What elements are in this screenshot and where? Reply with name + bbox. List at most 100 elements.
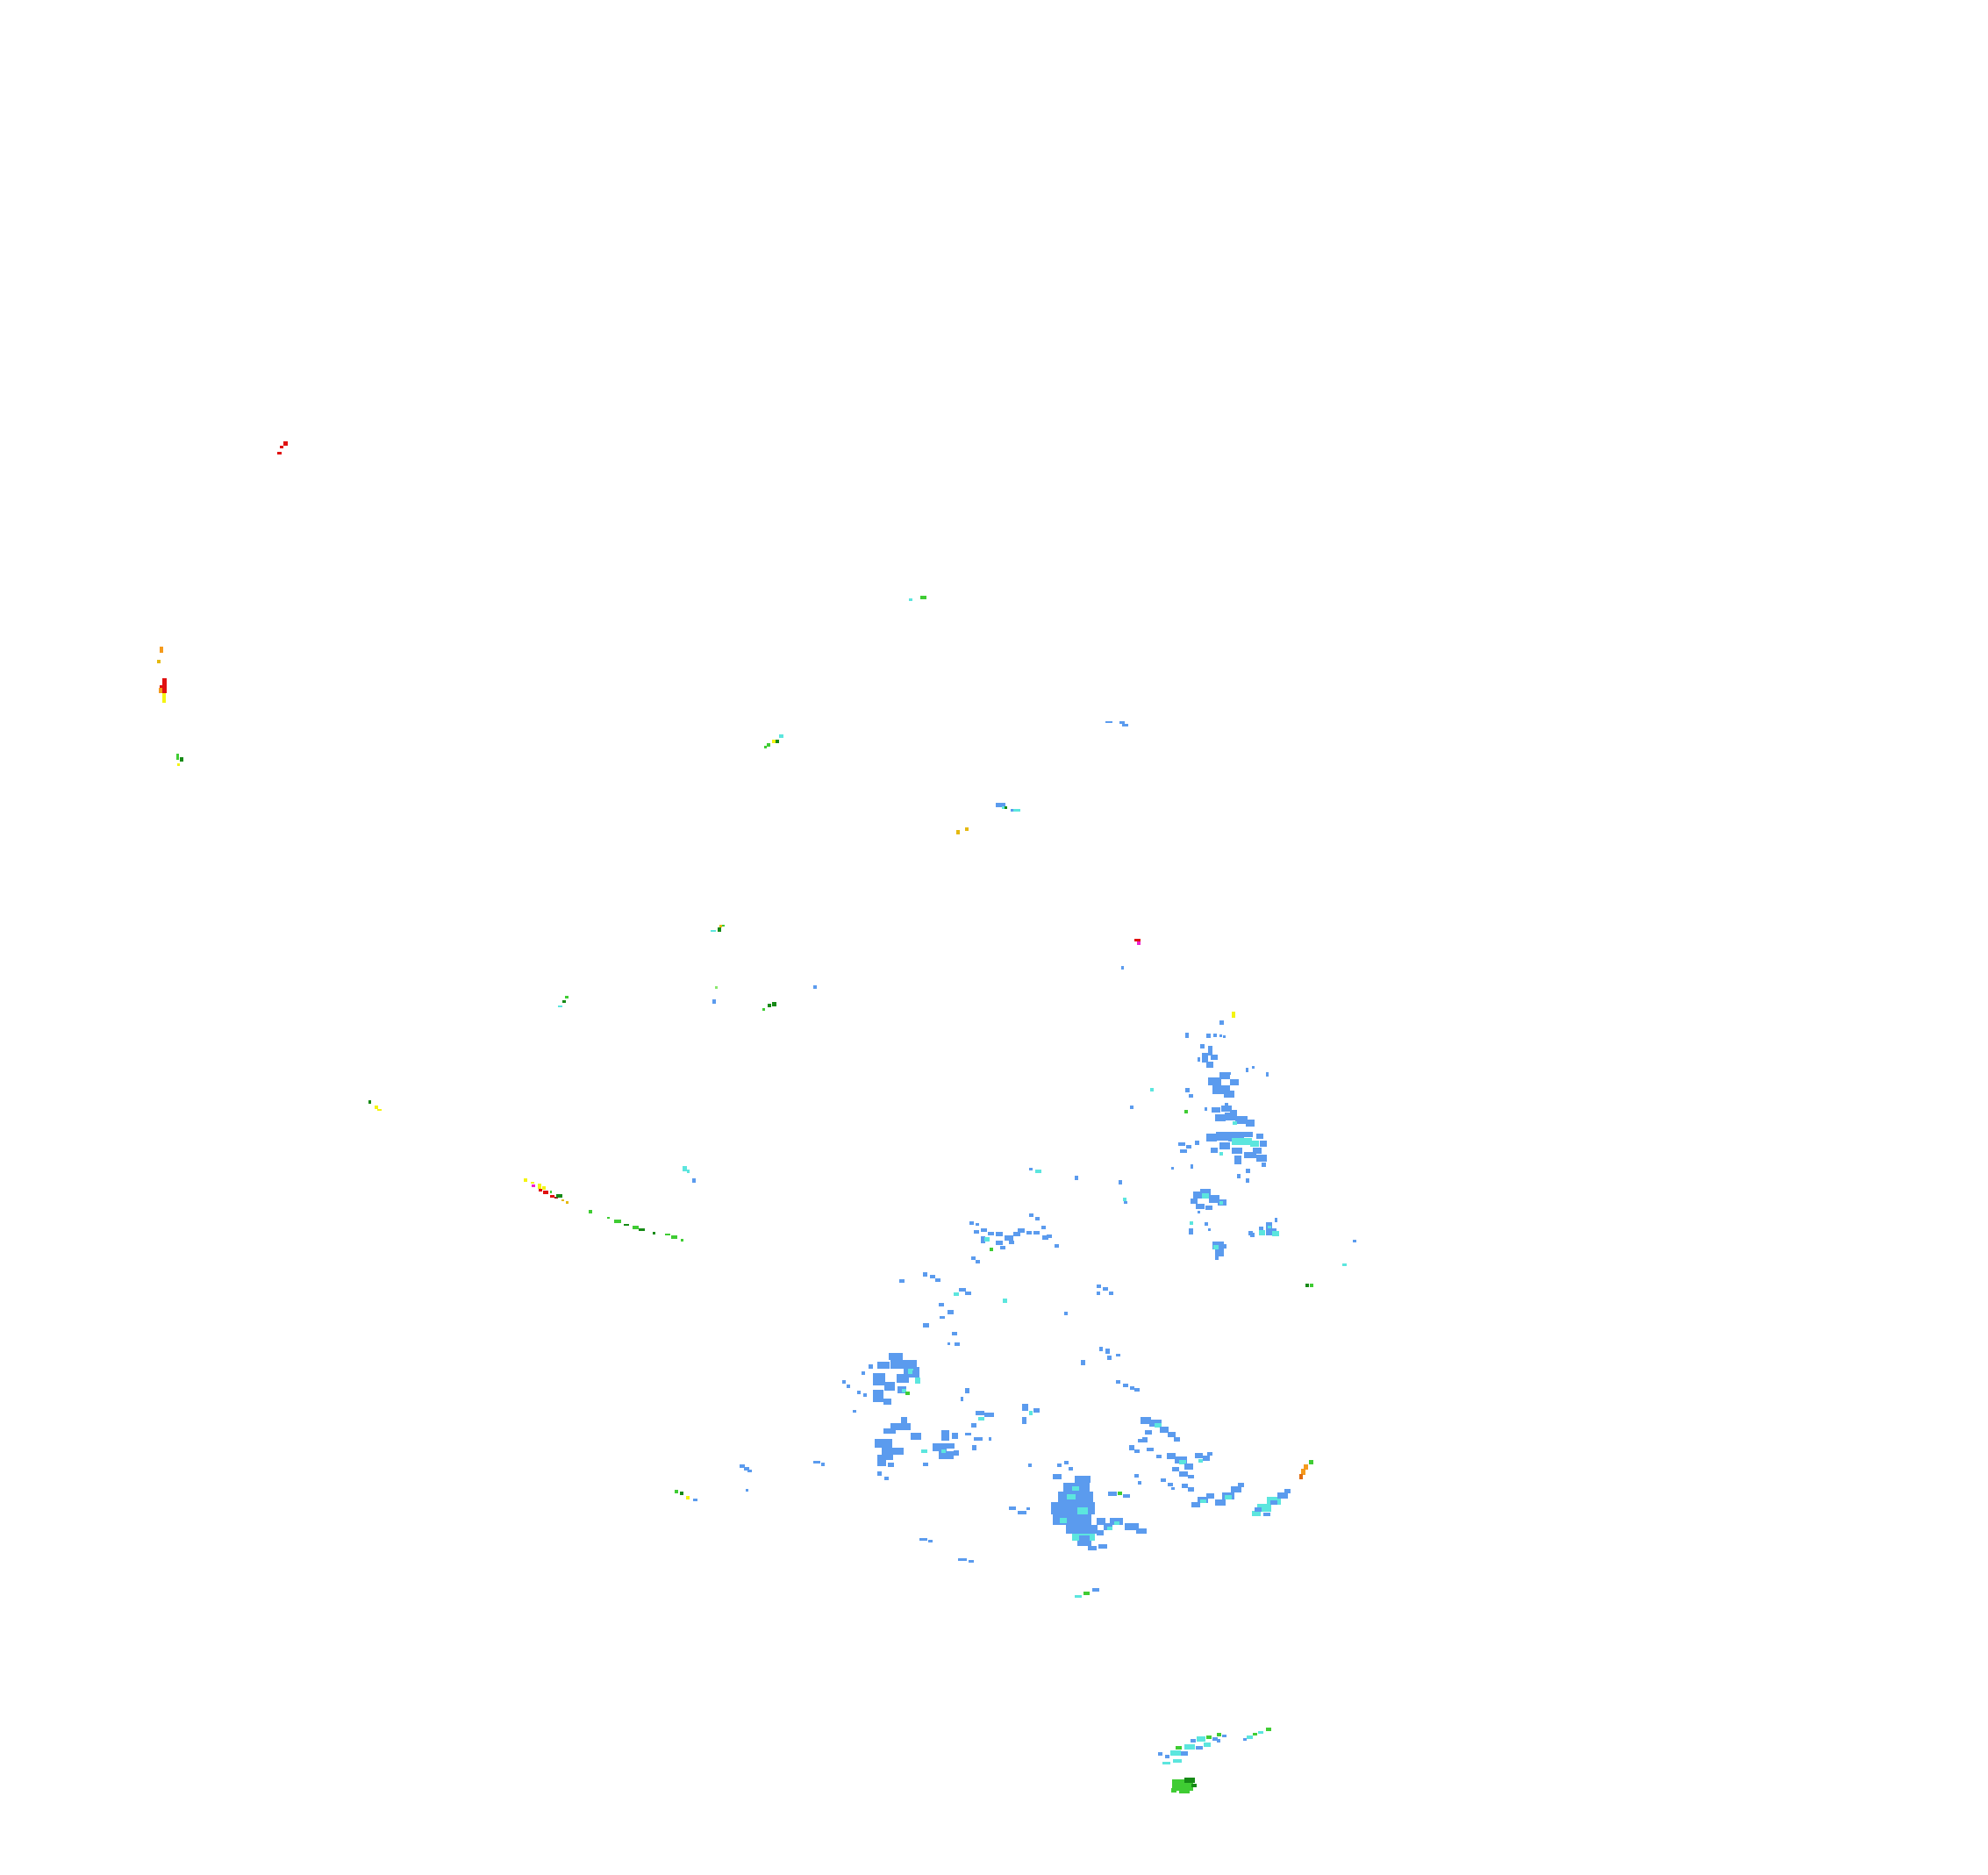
radar-echo-cell: [768, 1004, 771, 1007]
radar-echo-cell: [1092, 1588, 1099, 1592]
radar-echo-cell: [952, 1332, 957, 1335]
radar-echo-cell: [1235, 1116, 1248, 1124]
radar-echo-cell: [1011, 809, 1013, 812]
radar-echo-cell: [1272, 1231, 1279, 1236]
radar-echo-cell: [884, 1382, 895, 1391]
radar-echo-cell: [681, 1239, 683, 1242]
radar-echo-cell: [1134, 1474, 1139, 1478]
radar-echo-cell: [1179, 1460, 1186, 1464]
radar-echo-cell: [1228, 1072, 1231, 1075]
radar-echo-cell: [1256, 1155, 1267, 1162]
radar-echo-cell: [1186, 1145, 1191, 1149]
radar-echo-cell: [1206, 1134, 1217, 1141]
radar-echo-cell: [1222, 1492, 1234, 1499]
radar-echo-cell: [1053, 1514, 1091, 1525]
radar-echo-cell: [1097, 1518, 1105, 1525]
radar-echo-cell: [1099, 1347, 1103, 1351]
radar-echo-cell: [941, 1430, 949, 1441]
radar-echo-cell: [889, 1353, 903, 1360]
radar-echo-cell: [550, 1191, 552, 1193]
radar-echo-cell: [1212, 1107, 1220, 1113]
radar-echo-cell: [1088, 1546, 1097, 1550]
radar-echo-cell: [1266, 1072, 1269, 1077]
radar-echo-cell: [1116, 1354, 1120, 1356]
radar-echo-cell: [935, 1278, 940, 1282]
radar-echo-cell: [1198, 1459, 1203, 1463]
radar-echo-cell: [1142, 1437, 1148, 1442]
radar-echo-cell: [1299, 1474, 1303, 1479]
radar-echo-cell: [1029, 1168, 1033, 1170]
radar-echo-cell: [1195, 1141, 1199, 1145]
radar-echo-cell: [1184, 1778, 1195, 1783]
radar-echo-cell: [1205, 1107, 1207, 1111]
radar-echo-cell: [1114, 1521, 1119, 1525]
radar-echo-cell: [1134, 1388, 1140, 1392]
radar-echo-cell: [157, 660, 161, 663]
radar-echo-cell: [1104, 1523, 1112, 1530]
radar-echo-cell: [1232, 1148, 1242, 1154]
radar-echo-cell: [1208, 1046, 1212, 1056]
radar-echo-cell: [539, 1189, 542, 1192]
radar-echo-cell: [954, 1450, 959, 1456]
radar-echo-cell: [1168, 1432, 1176, 1437]
radar-echo-cell: [1250, 1141, 1259, 1147]
radar-echo-cell: [1233, 1121, 1237, 1125]
radar-echo-cell: [683, 1166, 687, 1171]
radar-echo-cell: [1200, 1189, 1211, 1197]
radar-echo-cell: [1196, 1746, 1203, 1750]
radar-echo-cell: [863, 1393, 867, 1397]
radar-echo-cell: [1203, 1456, 1210, 1461]
radar-echo-cell: [958, 1558, 967, 1561]
radar-echo-cell: [1107, 1356, 1112, 1360]
radar-echo-cell: [1230, 1079, 1239, 1085]
radar-echo-cell: [1109, 1292, 1113, 1295]
radar-echo-cell: [1083, 1592, 1090, 1595]
radar-echo-cell: [665, 1234, 670, 1235]
radar-echo-cell: [1171, 1167, 1174, 1170]
radar-echo-cell: [1181, 1751, 1188, 1756]
radar-echo-cell: [1284, 1489, 1291, 1493]
radar-echo-cell: [1171, 1487, 1175, 1490]
radar-echo-cell: [989, 1437, 991, 1441]
radar-echo-cell: [1055, 1244, 1059, 1248]
radar-echo-cell: [923, 1463, 928, 1466]
radar-echo-cell: [1105, 721, 1112, 723]
radar-echo-cell: [1204, 1743, 1211, 1747]
radar-echo-cell: [1211, 1055, 1218, 1060]
radar-echo-cell: [1259, 1227, 1263, 1233]
radar-echo-cell: [981, 1228, 987, 1232]
radar-echo-cell: [923, 1323, 929, 1328]
radar-echo-cell: [1125, 1523, 1139, 1530]
radar-echo-cell: [908, 1369, 913, 1374]
radar-echo-cell: [1215, 1114, 1226, 1121]
radar-echo-cell: [920, 596, 926, 599]
radar-echo-cell: [1141, 1417, 1151, 1424]
radar-echo-cell: [847, 1385, 850, 1388]
radar-echo-cell: [746, 1489, 748, 1492]
radar-echo-cell: [904, 1367, 919, 1378]
radar-echo-cell: [1108, 1492, 1117, 1496]
radar-echo-cell: [882, 1448, 904, 1455]
radar-echo-cell: [1167, 1453, 1176, 1459]
radar-echo-cell: [1022, 1417, 1026, 1424]
radar-echo-cell: [1145, 1430, 1152, 1435]
radar-echo-cell: [965, 1433, 971, 1435]
radar-echo-cell: [1268, 1226, 1271, 1229]
radar-echo-cell: [939, 1451, 954, 1459]
radar-echo-cell: [1246, 1120, 1255, 1127]
radar-echo-cell: [614, 1220, 621, 1223]
radar-echo-cell: [639, 1228, 645, 1231]
radar-echo-cell: [1252, 1066, 1255, 1069]
radar-echo-cell: [971, 1423, 976, 1428]
radar-echo-cell: [1103, 1287, 1108, 1291]
radar-echo-cell: [1026, 1231, 1032, 1234]
radar-echo-cell: [1058, 1492, 1093, 1502]
radar-echo-cell: [565, 996, 569, 998]
radar-echo-cell: [1206, 1062, 1213, 1068]
radar-echo-cell: [1175, 1456, 1187, 1464]
radar-echo-cell: [1134, 939, 1141, 941]
radar-echo-cell: [933, 1443, 947, 1451]
radar-echo-cell: [934, 1443, 941, 1450]
radar-echo-cell: [1206, 1735, 1212, 1739]
